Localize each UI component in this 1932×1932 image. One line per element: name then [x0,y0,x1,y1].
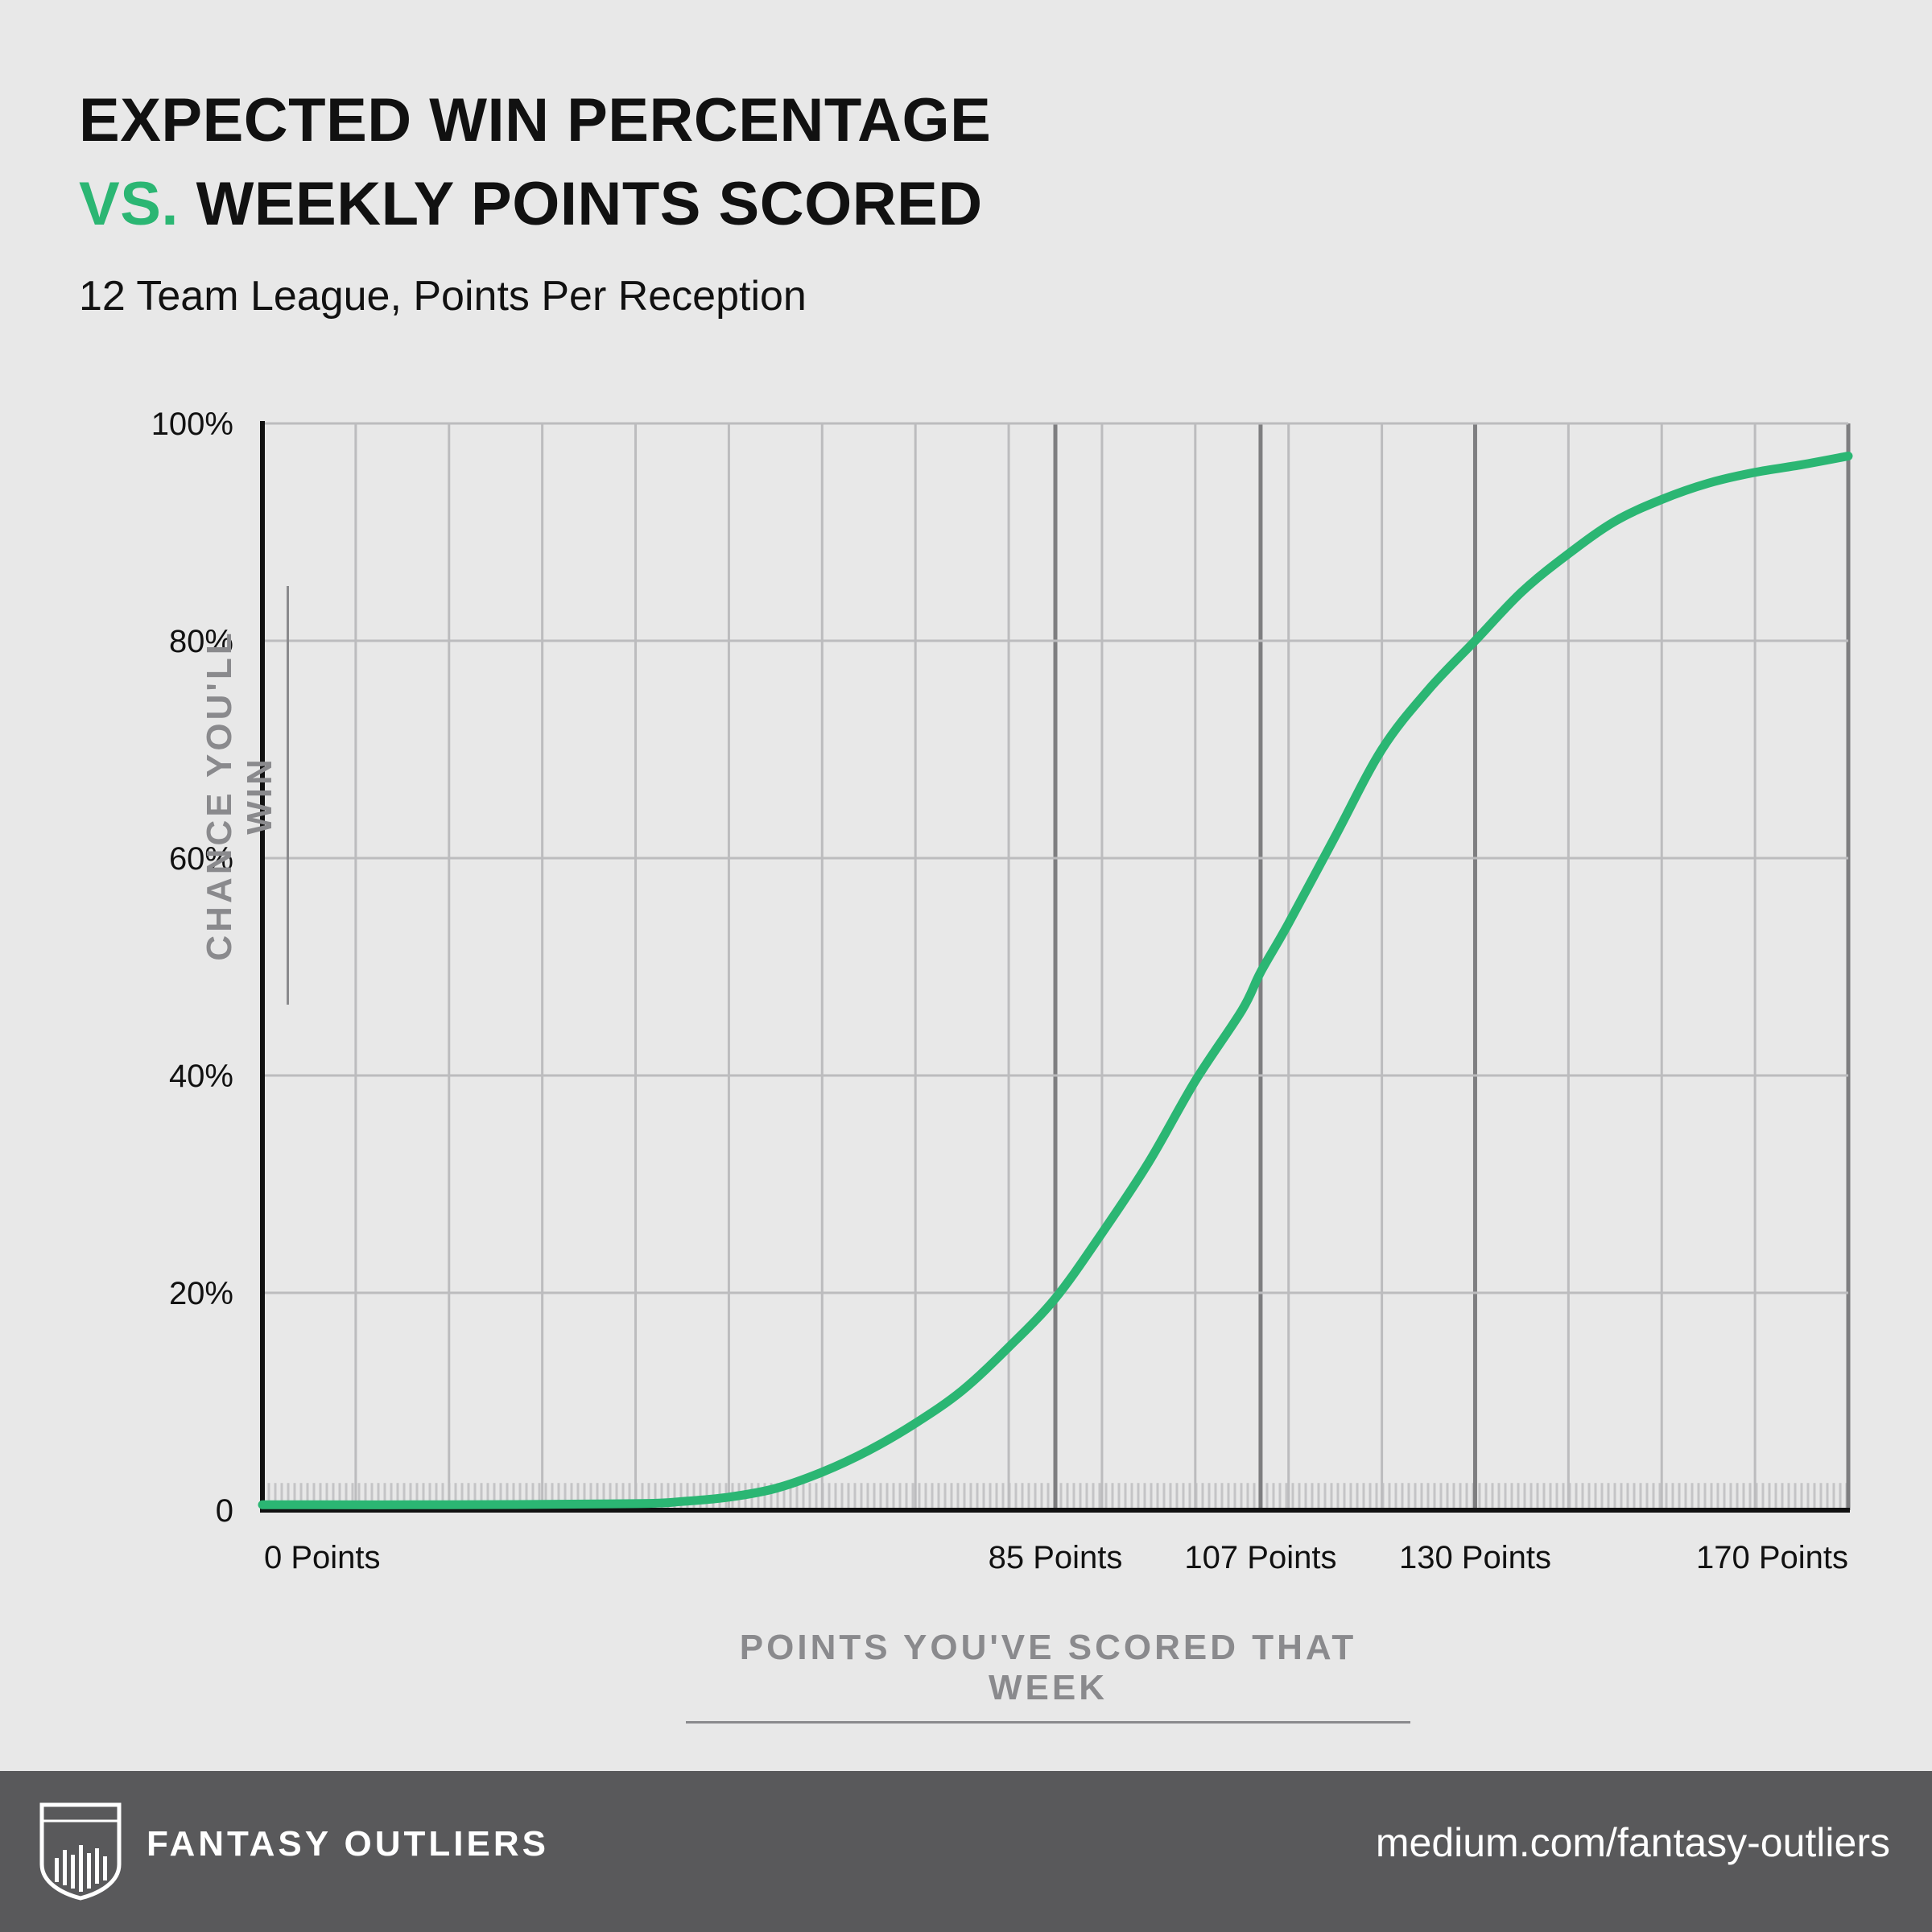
y-tick-label: 60% [169,841,233,877]
x-tick-label: 130 Points [1399,1540,1551,1575]
footer-bar: FANTASY OUTLIERS medium.com/fantasy-outl… [0,1771,1932,1932]
x-tick-label: 0 Points [264,1540,381,1575]
y-tick-label: 80% [169,624,233,659]
y-tick-label: 40% [169,1059,233,1094]
fantasy-outliers-logo-icon [39,1802,122,1901]
x-axis-title: POINTS YOU'VE SCORED THAT WEEK [686,1628,1410,1724]
x-tick-label: 170 Points [1696,1540,1848,1575]
chart-subtitle: 12 Team League, Points Per Reception [79,273,807,320]
chart-area: 0 20% 40% 60% 80% 100% 0 Points 85 Points 107 Po… [151,407,1853,1575]
title-accent: VS. [79,170,179,238]
title-line-2-text: WEEKLY POINTS SCORED [196,170,983,238]
y-tick-label: 100% [151,407,233,442]
footer-url: medium.com/fantasy-outliers [1375,1820,1890,1865]
title-line-1: EXPECTED WIN PERCENTAGE [79,86,992,155]
chart-title: EXPECTED WIN PERCENTAGE VS. WEEKLY POINT… [79,79,991,246]
x-tick-label: 85 Points [989,1540,1123,1575]
y-tick-label: 20% [169,1276,233,1311]
y-axis-title: CHANCE YOU'LL WIN [200,586,289,1005]
brand-name: FANTASY OUTLIERS [147,1824,549,1864]
y-tick-label: 0 [216,1493,233,1529]
x-tick-label: 107 Points [1184,1540,1336,1575]
y-axis-title-text: CHANCE YOU'LL WIN [200,586,289,1005]
x-axis-title-text: POINTS YOU'VE SCORED THAT WEEK [686,1628,1410,1724]
title-line-2: VS. WEEKLY POINTS SCORED [79,163,991,246]
